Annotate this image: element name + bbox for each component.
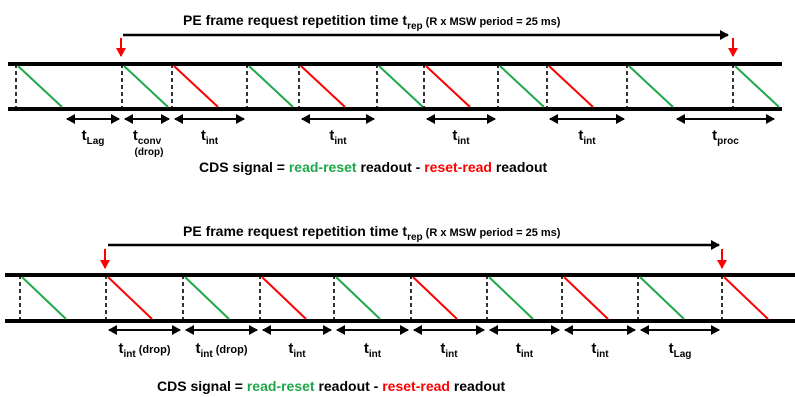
bottom-cds-suffix: readout <box>449 378 506 394</box>
bottom-interval-label: tint <box>288 340 306 360</box>
bottom-cds-green: read-reset <box>246 378 315 394</box>
bottom-interval-label: tint (drop) <box>195 340 247 360</box>
top-interval-label: tint <box>578 127 596 147</box>
bottom-interval-label: tint <box>440 340 458 360</box>
bottom-ramps <box>19 275 769 321</box>
bottom-interval-label: tLag <box>669 340 692 360</box>
top-red-ramp <box>173 65 219 108</box>
top-red-ramp <box>548 65 594 108</box>
top-cds-red: reset-read <box>424 159 492 175</box>
bottom-cds-caption: CDS signal = read-reset readout - reset-… <box>157 378 505 394</box>
bottom-interval-label: tint (drop) <box>118 340 170 360</box>
bottom-red-ramp <box>563 276 609 320</box>
top-green-ramp <box>628 65 674 108</box>
top-green-ramp <box>378 65 424 108</box>
bottom-interval-label: tint <box>516 340 534 360</box>
bottom-title: PE frame request repetition time trep (R… <box>183 223 561 243</box>
top-cds-mid: readout - <box>356 159 425 175</box>
bottom-green-ramp <box>184 276 230 320</box>
top-green-ramp <box>248 65 294 108</box>
bottom-green-ramp <box>639 276 685 320</box>
top-green-ramp <box>499 65 545 108</box>
top-cds-prefix: CDS signal = <box>199 159 289 175</box>
bottom-green-ramp <box>335 276 381 320</box>
bottom-cds-mid: readout - <box>314 378 383 394</box>
bottom-intervals: tint (drop) tint (drop) tint tint tint tint ti… <box>108 325 720 360</box>
top-interval-label: tproc <box>712 127 739 147</box>
bottom-green-ramp <box>21 276 67 320</box>
bottom-cds-red: reset-read <box>382 378 450 394</box>
top-title: PE frame request repetition time trep (R… <box>183 12 561 32</box>
top-green-ramp <box>123 65 169 108</box>
top-interval-label: tLag <box>82 127 105 147</box>
bottom-cds-prefix: CDS signal = <box>157 378 247 394</box>
top-interval-label: tint <box>201 127 219 147</box>
bottom-diagram: PE frame request repetition time trep (R… <box>5 223 795 360</box>
top-ramps <box>15 64 780 109</box>
top-green-ramp <box>17 65 63 108</box>
top-cds-green: read-reset <box>288 159 357 175</box>
top-red-ramp <box>425 65 471 108</box>
bottom-interval-label: tint <box>591 340 609 360</box>
bottom-red-ramp <box>261 276 307 320</box>
top-cds-caption: CDS signal = read-reset readout - reset-… <box>199 159 547 175</box>
top-diagram: PE frame request repetition time trep (R… <box>8 12 782 158</box>
bottom-red-ramp <box>723 276 769 320</box>
top-interval-note: (drop) <box>135 147 164 158</box>
top-red-ramp <box>300 65 346 108</box>
top-intervals: tLag tconv(drop) tint tint tint tint tproc <box>66 114 775 158</box>
top-interval-label: tconv <box>133 127 162 147</box>
bottom-red-ramp <box>107 276 153 320</box>
top-interval-label: tint <box>452 127 470 147</box>
top-interval-label: tint <box>329 127 347 147</box>
top-cds-suffix: readout <box>491 159 548 175</box>
top-green-ramp <box>734 65 780 108</box>
bottom-red-ramp <box>412 276 458 320</box>
bottom-interval-label: tint <box>364 340 382 360</box>
bottom-green-ramp <box>488 276 534 320</box>
